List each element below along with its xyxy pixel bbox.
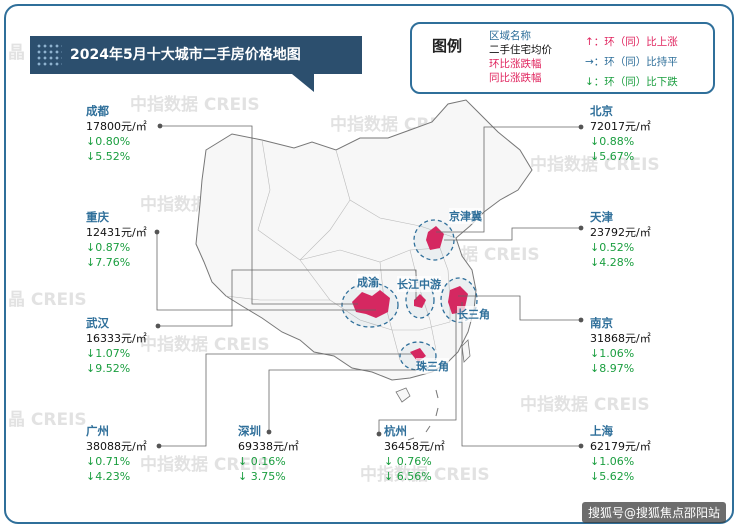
city-yoy: ↓9.52% [86, 362, 131, 375]
city-tianjin: 天津 23792元/㎡ ↓0.52% ↓4.28% [590, 210, 651, 270]
city-price: 17800元/㎡ [86, 120, 147, 133]
leader-chengdu [162, 125, 358, 305]
city-yoy: ↓5.52% [86, 150, 131, 163]
city-yoy: ↓4.23% [86, 470, 131, 483]
city-chengdu: 成都 17800元/㎡ ↓0.80% ↓5.52% [86, 104, 147, 164]
legend-up: ↑：环（同）比上涨 [585, 36, 678, 48]
leader-dots [154, 123, 584, 449]
legend-flat: →：环（同）比持平 [585, 56, 678, 68]
city-price: 31868元/㎡ [590, 332, 651, 345]
city-mom: ↓0.88% [590, 135, 635, 148]
city-name: 广州 [86, 424, 109, 438]
city-shanghai: 上海 62179元/㎡ ↓1.06% ↓5.62% [590, 424, 651, 484]
hainan-island [395, 387, 411, 403]
leader-beijing [436, 126, 580, 233]
title-tab [292, 74, 314, 92]
city-price: 23792元/㎡ [590, 226, 651, 239]
city-price: 36458元/㎡ [384, 440, 445, 453]
source-watermark: 搜狐号@搜狐焦点邵阳站 [581, 502, 726, 523]
leader-lines [156, 125, 580, 447]
city-mom: ↓1.06% [590, 455, 635, 468]
dot-pattern-icon [36, 43, 62, 67]
city-hangzhou: 杭州 36458元/㎡ ↓ 0.76% ↓ 6.56% [384, 424, 445, 484]
city-price: 12431元/㎡ [86, 226, 147, 239]
city-name: 上海 [590, 424, 613, 438]
region-circles [341, 219, 478, 371]
watermark: 中指数据 CREIS [360, 465, 490, 485]
watermark: 中指数据 CREIS [130, 95, 260, 115]
title-banner: 2024年5月十大城市二手房价格地图 [30, 36, 362, 74]
watermark: 晶 CREIS [8, 290, 87, 310]
city-mom: ↓ 0.76% [384, 455, 432, 468]
city-name: 重庆 [86, 210, 109, 224]
leader-shanghai [461, 302, 580, 447]
city-mom: ↓0.71% [86, 455, 131, 468]
city-guangzhou: 广州 38088元/㎡ ↓0.71% ↓4.23% [86, 424, 147, 484]
city-name: 深圳 [238, 424, 261, 438]
region-label-csj: 长三角 [457, 306, 490, 322]
leader-guangzhou [159, 353, 412, 447]
page-title: 2024年5月十大城市二手房价格地图 [70, 47, 301, 63]
city-nanjing: 南京 31868元/㎡ ↓1.06% ↓8.97% [590, 316, 651, 376]
watermark: 中指数据 CREIS [140, 335, 270, 355]
city-yoy: ↓5.62% [590, 470, 635, 483]
city-name: 天津 [590, 210, 613, 224]
legend-yoy: 同比涨跌幅 [489, 72, 542, 84]
city-name: 南京 [590, 316, 613, 330]
legend-area-name: 区域名称 [489, 30, 531, 42]
leader-chongqing [156, 232, 376, 311]
legend-heading: 图例 [432, 37, 463, 55]
watermark: 晶 CREIS [8, 410, 87, 430]
watermark: 中指数据 CREIS [530, 155, 660, 175]
circle-cy [341, 282, 399, 328]
leader-hangzhou [378, 310, 457, 434]
city-mom: ↓1.06% [590, 347, 635, 360]
city-price: 69338元/㎡ [238, 440, 299, 453]
region-label-jjj: 京津冀 [449, 208, 482, 224]
legend-down: ↓：环（同）比下跌 [585, 76, 678, 88]
legend-box: 图例 区域名称 二手住宅均价 环比涨跌幅 同比涨跌幅 ↑：环（同）比上涨 →：环… [410, 22, 715, 94]
city-mom: ↓0.52% [590, 241, 635, 254]
city-mom: ↓0.87% [86, 241, 131, 254]
region-label-cjzy: 长江中游 [397, 276, 441, 292]
city-mom: ↓ 0.16% [238, 455, 286, 468]
city-yoy: ↓4.28% [590, 256, 635, 269]
outer-frame [4, 4, 734, 524]
watermark: 中指数据 CREIS [520, 395, 650, 415]
leader-tianjin [444, 227, 580, 241]
south-sea-dashes [407, 389, 439, 441]
city-wuhan: 武汉 16333元/㎡ ↓1.07% ↓9.52% [86, 316, 147, 376]
city-name: 北京 [590, 104, 613, 118]
city-mom: ↓0.80% [86, 135, 131, 148]
city-name: 武汉 [86, 316, 109, 330]
city-chongqing: 重庆 12431元/㎡ ↓0.87% ↓7.76% [86, 210, 147, 270]
legend-fields: 区域名称 二手住宅均价 环比涨跌幅 同比涨跌幅 [489, 29, 552, 85]
watermark: 中指数据 CREIS [140, 455, 270, 475]
city-yoy: ↓ 3.75% [238, 470, 286, 483]
legend-avg-price: 二手住宅均价 [489, 44, 552, 56]
city-price: 72017元/㎡ [590, 120, 651, 133]
region-label-zsj: 珠三角 [416, 358, 449, 374]
legend-mom: 环比涨跌幅 [489, 58, 542, 70]
city-yoy: ↓5.67% [590, 150, 635, 163]
city-name: 成都 [86, 104, 109, 118]
city-yoy: ↓ 6.56% [384, 470, 432, 483]
city-yoy: ↓7.76% [86, 256, 131, 269]
leader-nanjing [458, 295, 580, 321]
city-price: 62179元/㎡ [590, 440, 651, 453]
city-name: 杭州 [384, 424, 407, 438]
region-label-cy: 成渝 [357, 274, 379, 290]
city-beijing: 北京 72017元/㎡ ↓0.88% ↓5.67% [590, 104, 651, 164]
legend-arrows: ↑：环（同）比上涨 →：环（同）比持平 ↓：环（同）比下跌 [585, 32, 678, 92]
city-price: 38088元/㎡ [86, 440, 147, 453]
city-price: 16333元/㎡ [86, 332, 147, 345]
city-yoy: ↓8.97% [590, 362, 635, 375]
region-cjzy-shape [414, 294, 426, 308]
city-mom: ↓1.07% [86, 347, 131, 360]
city-shenzhen: 深圳 69338元/㎡ ↓ 0.16% ↓ 3.75% [238, 424, 299, 484]
region-cy-shape [352, 290, 390, 318]
taiwan-island [461, 339, 471, 363]
